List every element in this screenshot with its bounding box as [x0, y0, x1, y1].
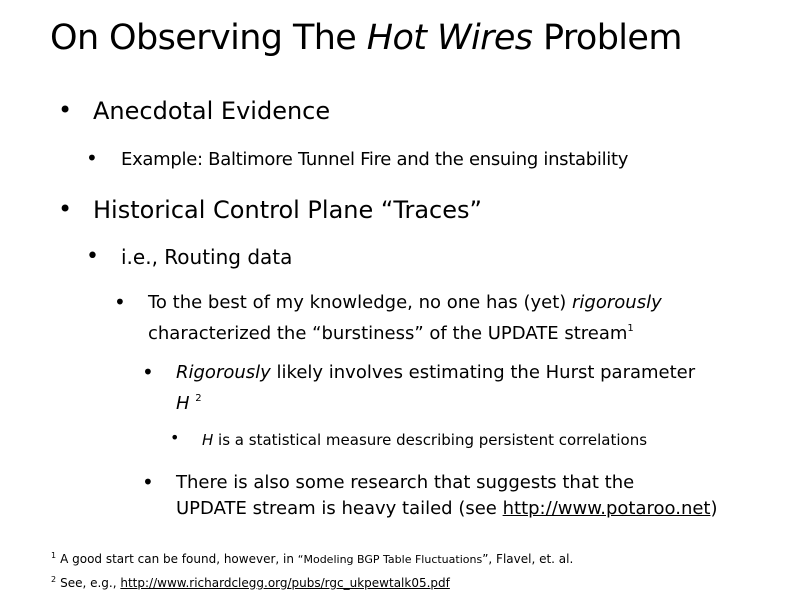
slide-title: On Observing The Hot Wires Problem — [50, 14, 682, 62]
footnote-1-text-b: ”, Flavel, et. al. — [482, 552, 574, 566]
bullet-dot: • — [142, 360, 154, 384]
bullet-dot: • — [170, 428, 180, 447]
hurst-line-1: Rigorously likely involves estimating th… — [176, 360, 695, 386]
bullet-baltimore-example: Example: Baltimore Tunnel Fire and the e… — [121, 149, 629, 170]
hurst-line-2: H 2 — [176, 386, 695, 417]
footnote-1-number: 1 — [51, 551, 57, 560]
clegg-link[interactable]: http://www.richardclegg.org/pubs/rgc_ukp… — [120, 576, 450, 590]
heavy-tailed-line-2-plain: UPDATE stream is heavy tailed (see — [176, 498, 503, 519]
heavy-tailed-line-2: UPDATE stream is heavy tailed (see http:… — [176, 496, 718, 522]
hurst-italic: Rigorously — [176, 362, 271, 383]
footnote-2-text: See, e.g., — [60, 576, 121, 590]
footnote-2-number: 2 — [51, 575, 57, 584]
heavy-tailed-close: ) — [710, 498, 718, 519]
bullet-dot: • — [86, 244, 99, 269]
bullet-h-definition: H is a statistical measure describing pe… — [202, 429, 647, 451]
title-suffix: Problem — [532, 18, 683, 58]
footnote-2: 2 See, e.g., http://www.richardclegg.org/… — [51, 572, 450, 591]
bullet-dot: • — [58, 96, 73, 124]
bullet-routing-data: i.e., Routing data — [121, 245, 293, 269]
burstiness-line-2: characterized the “burstiness” of the UP… — [148, 316, 662, 347]
bullet-anecdotal-evidence: Anecdotal Evidence — [93, 97, 331, 125]
bullet-hurst: Rigorously likely involves estimating th… — [176, 360, 695, 417]
title-prefix: On Observing The — [50, 18, 367, 58]
burstiness-line-2-text: characterized the “burstiness” of the UP… — [148, 323, 628, 344]
bullet-burstiness: To the best of my knowledge, no one has … — [148, 290, 662, 347]
title-italic: Hot Wires — [366, 18, 533, 58]
burstiness-line-1: To the best of my knowledge, no one has … — [148, 290, 662, 316]
bullet-historical-traces: Historical Control Plane “Traces” — [93, 196, 482, 224]
burstiness-line-1-plain: To the best of my knowledge, no one has … — [148, 292, 573, 313]
footnote-ref-1: 1 — [627, 323, 634, 334]
heavy-tailed-line-1: There is also some research that suggest… — [176, 472, 635, 493]
h-definition-rest: is a statistical measure describing pers… — [213, 431, 648, 449]
burstiness-line-1-italic: rigorously — [572, 292, 662, 313]
hurst-h: H — [176, 393, 190, 414]
footnote-1-text-a: A good start can be found, however, in — [60, 552, 298, 566]
potaroo-link[interactable]: http://www.potaroo.net — [502, 498, 711, 519]
bullet-heavy-tailed: There is also some research that suggest… — [176, 470, 718, 522]
hurst-rest: likely involves estimating the Hurst par… — [270, 362, 696, 383]
footnote-ref-2: 2 — [195, 393, 202, 404]
h-definition-italic: H — [202, 431, 214, 449]
bullet-dot: • — [142, 470, 154, 494]
bullet-dot: • — [86, 146, 98, 170]
bullet-dot: • — [114, 290, 126, 314]
footnote-1-quoted: “Modeling BGP Table Fluctuations — [297, 553, 483, 566]
bullet-dot: • — [58, 195, 73, 223]
